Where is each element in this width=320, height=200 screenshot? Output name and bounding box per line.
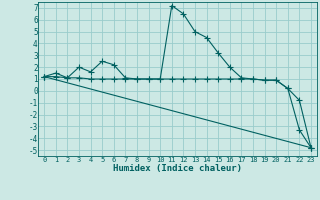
X-axis label: Humidex (Indice chaleur): Humidex (Indice chaleur) bbox=[113, 164, 242, 173]
